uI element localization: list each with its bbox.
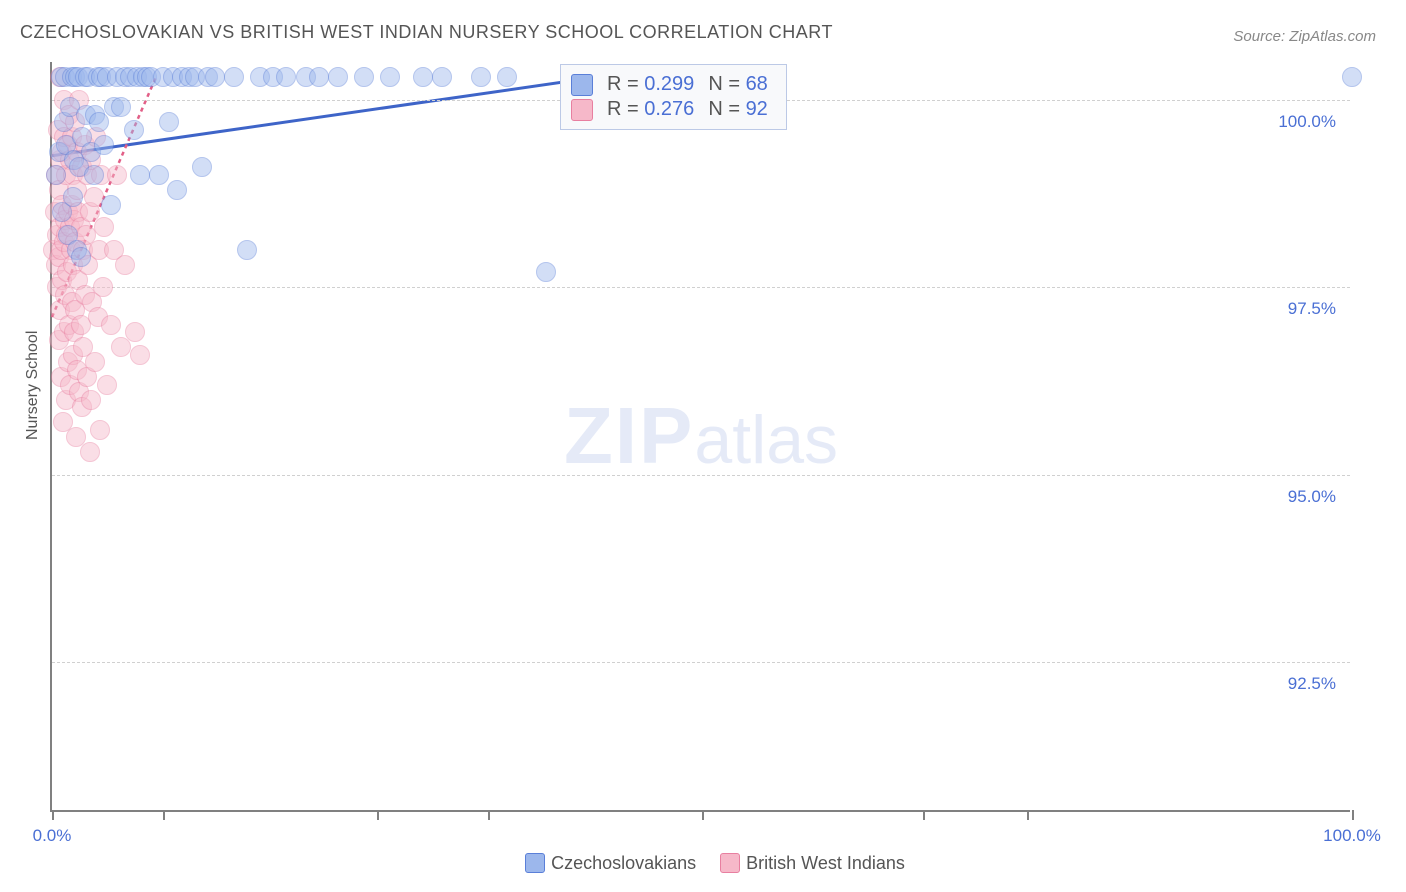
x-tick xyxy=(377,810,379,820)
legend-series-label: Czechoslovakians xyxy=(551,853,696,873)
plot-area: ZIPatlas 92.5%95.0%97.5%100.0%0.0%100.0% xyxy=(50,62,1350,812)
data-point xyxy=(111,337,131,357)
gridline xyxy=(52,287,1350,288)
data-point xyxy=(94,217,114,237)
x-tick-label: 0.0% xyxy=(33,826,72,846)
source-name: ZipAtlas.com xyxy=(1289,28,1376,45)
n-label: N = 68 xyxy=(708,73,768,96)
data-point xyxy=(497,67,517,87)
data-point xyxy=(71,247,91,267)
watermark-atlas: atlas xyxy=(694,402,838,478)
data-point xyxy=(85,352,105,372)
watermark-logo: ZIPatlas xyxy=(564,390,838,482)
data-point xyxy=(471,67,491,87)
source-credit: Source: ZipAtlas.com xyxy=(1233,28,1376,45)
x-tick-label: 100.0% xyxy=(1323,826,1381,846)
series-legend: Czechoslovakians British West Indians xyxy=(0,853,1406,874)
data-point xyxy=(115,255,135,275)
x-tick xyxy=(1027,810,1029,820)
data-point xyxy=(328,67,348,87)
data-point xyxy=(90,420,110,440)
y-axis-label: Nursery School xyxy=(24,331,42,440)
x-tick xyxy=(52,810,54,820)
source-prefix: Source: xyxy=(1233,28,1289,45)
y-tick-label: 92.5% xyxy=(1288,674,1336,694)
data-point xyxy=(97,375,117,395)
y-tick-label: 95.0% xyxy=(1288,487,1336,507)
r-label: R = 0.276 xyxy=(607,98,694,121)
data-point xyxy=(111,97,131,117)
y-tick-label: 100.0% xyxy=(1278,112,1336,132)
data-point xyxy=(93,277,113,297)
data-point xyxy=(81,390,101,410)
legend-swatch xyxy=(525,853,545,873)
data-point xyxy=(149,165,169,185)
data-point xyxy=(237,240,257,260)
legend-swatch xyxy=(571,99,593,121)
data-point xyxy=(276,67,296,87)
data-point xyxy=(63,187,83,207)
data-point xyxy=(159,112,179,132)
correlation-legend-box: R = 0.299 N = 68 R = 0.276 N = 92 xyxy=(560,64,787,130)
data-point xyxy=(1342,67,1362,87)
x-tick xyxy=(923,810,925,820)
gridline xyxy=(52,475,1350,476)
gridline xyxy=(52,662,1350,663)
data-point xyxy=(432,67,452,87)
trend-lines-layer xyxy=(52,62,1350,810)
data-point xyxy=(167,180,187,200)
data-point xyxy=(46,165,66,185)
x-tick xyxy=(163,810,165,820)
data-point xyxy=(309,67,329,87)
legend-swatch xyxy=(720,853,740,873)
n-label: N = 92 xyxy=(708,98,768,121)
data-point xyxy=(224,67,244,87)
chart-title: CZECHOSLOVAKIAN VS BRITISH WEST INDIAN N… xyxy=(20,22,833,43)
data-point xyxy=(80,442,100,462)
y-tick-label: 97.5% xyxy=(1288,299,1336,319)
data-point xyxy=(130,345,150,365)
x-tick xyxy=(1352,810,1354,820)
data-point xyxy=(380,67,400,87)
data-point xyxy=(101,195,121,215)
x-tick xyxy=(702,810,704,820)
watermark-zip: ZIP xyxy=(564,391,694,480)
legend-swatch xyxy=(571,74,593,96)
data-point xyxy=(354,67,374,87)
r-label: R = 0.299 xyxy=(607,73,694,96)
x-tick xyxy=(488,810,490,820)
legend-series-label: British West Indians xyxy=(746,853,905,873)
data-point xyxy=(125,322,145,342)
legend-rn-row: R = 0.276 N = 92 xyxy=(571,98,768,121)
legend-rn-row: R = 0.299 N = 68 xyxy=(571,73,768,96)
data-point xyxy=(205,67,225,87)
data-point xyxy=(94,135,114,155)
data-point xyxy=(130,165,150,185)
data-point xyxy=(107,165,127,185)
data-point xyxy=(89,112,109,132)
data-point xyxy=(536,262,556,282)
data-point xyxy=(192,157,212,177)
data-point xyxy=(413,67,433,87)
data-point xyxy=(101,315,121,335)
data-point xyxy=(84,165,104,185)
data-point xyxy=(124,120,144,140)
